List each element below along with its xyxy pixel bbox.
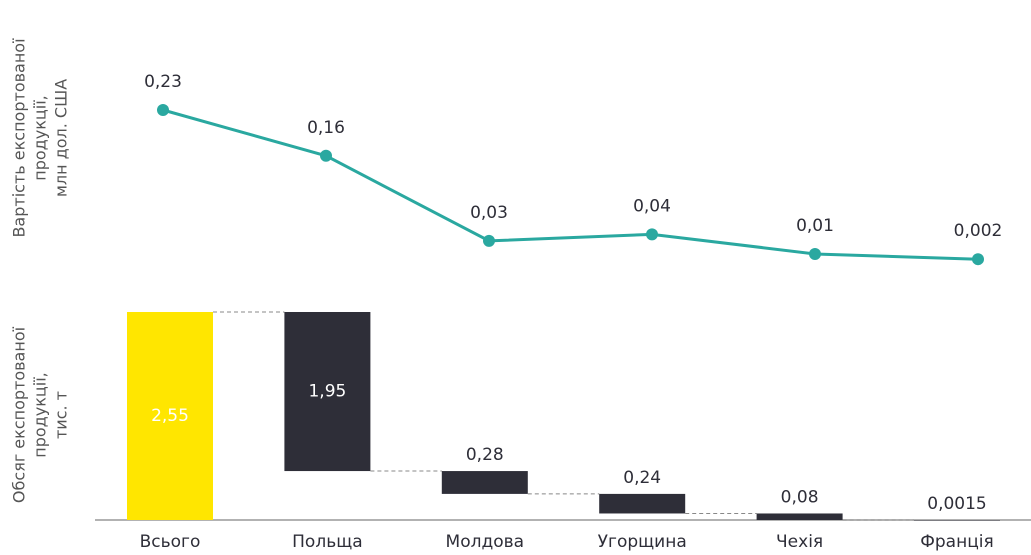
data-label: 0,24 bbox=[623, 468, 661, 488]
data-label: 0,04 bbox=[633, 196, 671, 216]
y-axis-label: тис. т bbox=[52, 391, 71, 439]
y-axis-label: Обсяг експортованої bbox=[10, 326, 29, 503]
bar bbox=[756, 513, 843, 520]
x-tick-label: Всього bbox=[140, 532, 201, 552]
x-tick-label: Чехія bbox=[776, 532, 823, 552]
data-label: 0,23 bbox=[144, 72, 182, 92]
x-tick-label: Угорщина bbox=[598, 532, 687, 552]
y-axis-label: Вартість експортованої bbox=[10, 38, 29, 238]
series-line bbox=[162, 108, 979, 261]
point bbox=[157, 104, 169, 116]
x-tick-label: Франція bbox=[920, 532, 993, 552]
data-label: 0,08 bbox=[781, 487, 819, 507]
data-label: 0,0015 bbox=[927, 494, 986, 514]
data-label: 0,28 bbox=[466, 445, 504, 465]
bar bbox=[441, 471, 528, 494]
bar bbox=[914, 520, 1000, 521]
bar bbox=[127, 312, 213, 520]
y-axis-label: продукції, bbox=[31, 372, 50, 457]
point bbox=[809, 247, 821, 260]
point bbox=[646, 228, 658, 241]
point bbox=[972, 253, 984, 266]
data-label: 0,002 bbox=[954, 221, 1003, 241]
y-axis-label: млн дол. США bbox=[52, 79, 71, 197]
point bbox=[320, 149, 332, 162]
x-tick-label: Польща bbox=[292, 532, 363, 552]
data-label: 2,55 bbox=[151, 406, 189, 426]
data-label: 0,16 bbox=[307, 118, 345, 138]
data-label: 0,01 bbox=[796, 216, 834, 236]
data-label: 1,95 bbox=[308, 382, 346, 402]
data-label: 0,03 bbox=[470, 203, 508, 223]
point bbox=[483, 234, 495, 247]
bar bbox=[284, 312, 371, 472]
x-tick-label: Молдова bbox=[446, 532, 525, 552]
bar bbox=[599, 493, 686, 514]
y-axis-label: продукції, bbox=[31, 95, 50, 180]
